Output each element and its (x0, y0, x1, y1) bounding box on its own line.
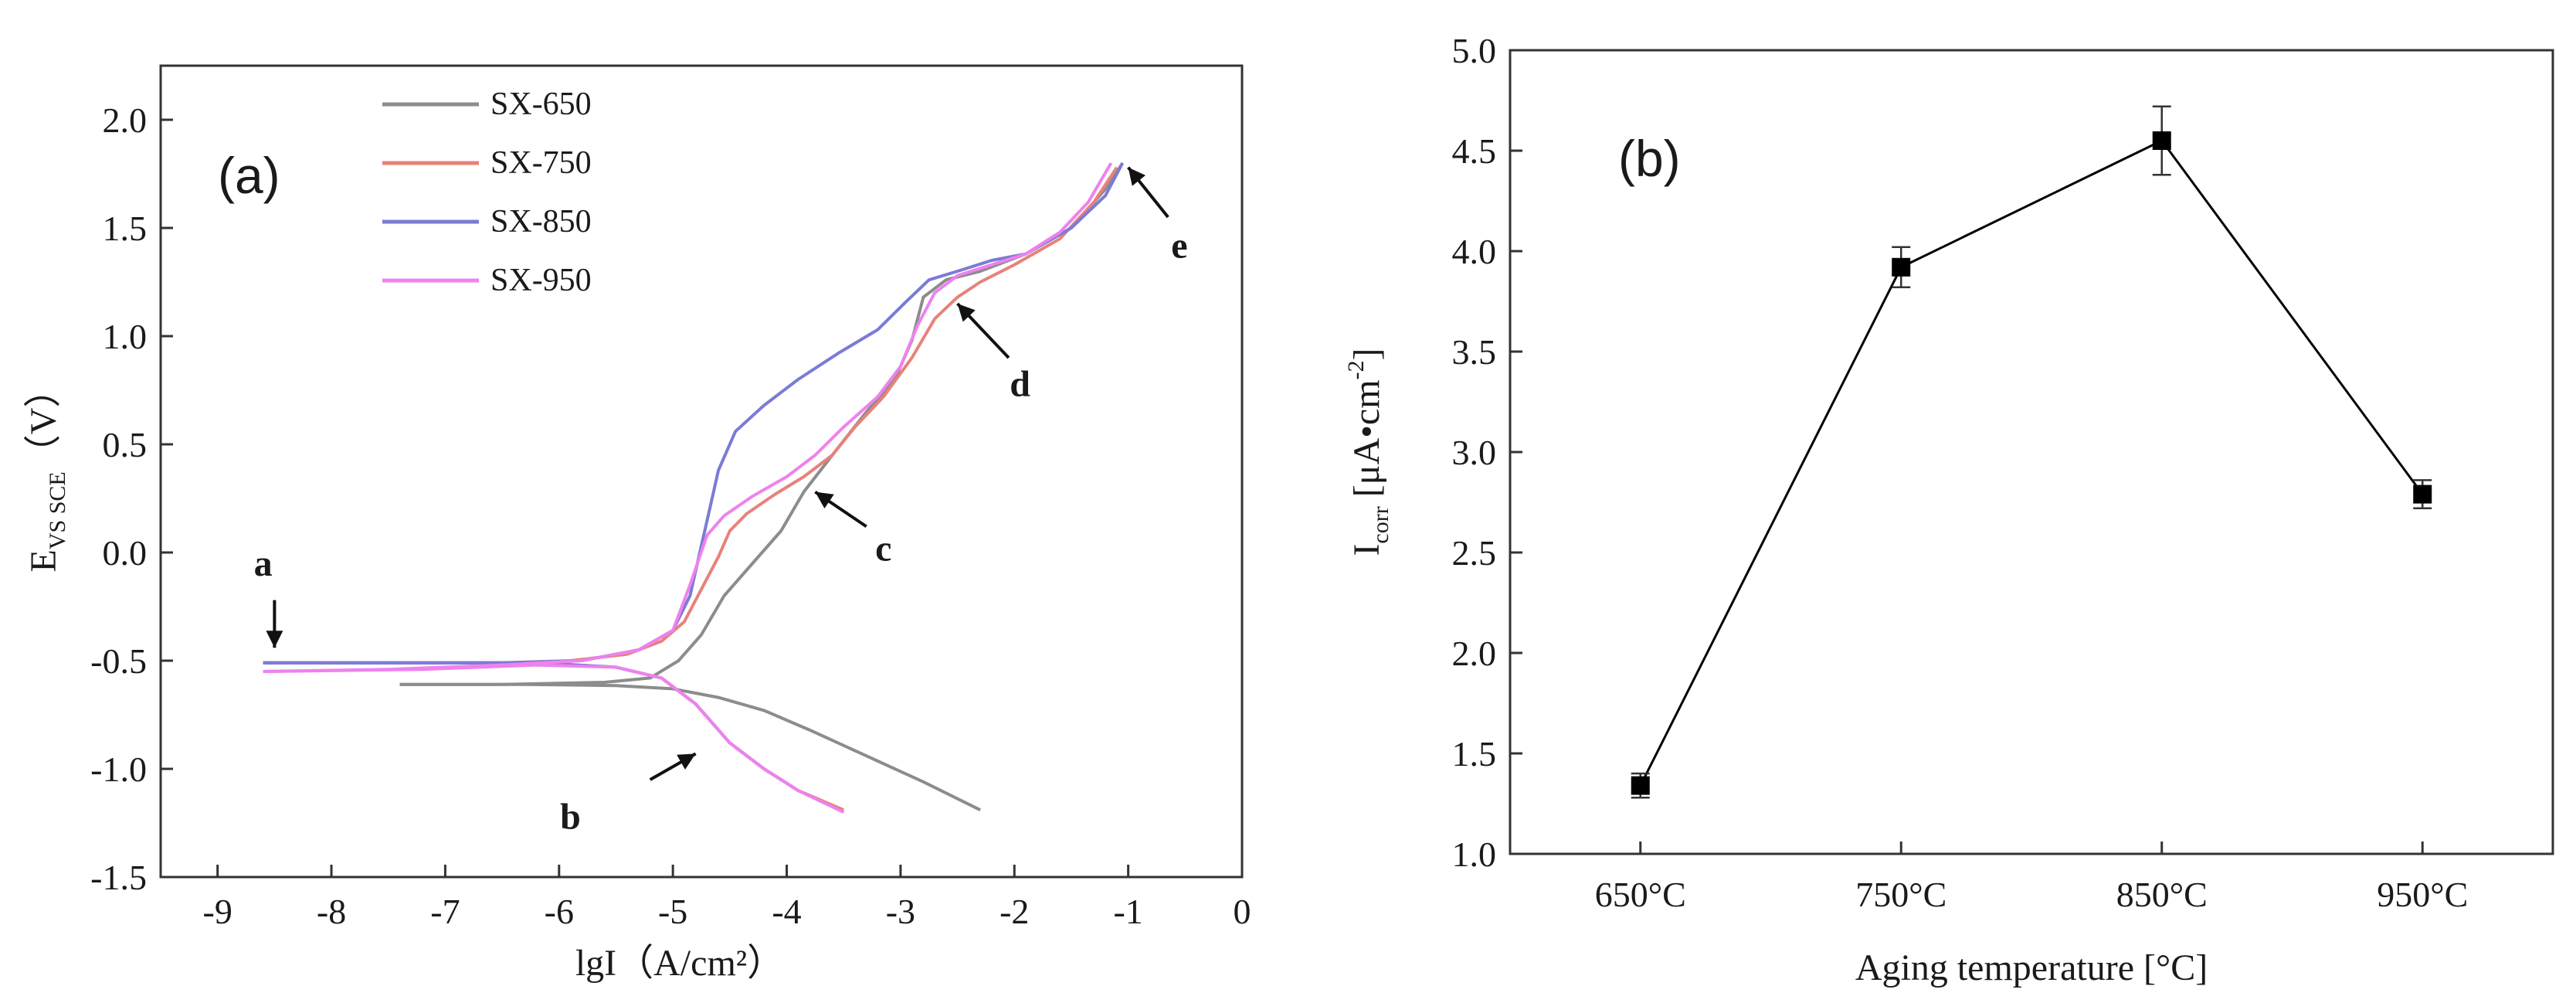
panel-b-x-axis-title: Aging temperature [°C] (1855, 947, 2208, 988)
annotation-arrowhead-e (1128, 167, 1145, 186)
annotation-label-c: c (875, 528, 891, 569)
legend-label-sx-850: SX-850 (490, 204, 592, 240)
data-point-750c (1892, 257, 1911, 277)
y-tick-label: 1.0 (1452, 835, 1497, 874)
y-tick-label: 5.0 (1452, 31, 1497, 70)
x-tick-label: -7 (430, 892, 460, 931)
y-tick-label: 4.5 (1452, 131, 1497, 171)
panel-a-y-title-unit: （V） (23, 371, 64, 472)
data-point-950c (2413, 484, 2432, 504)
legend-label-sx-750: SX-750 (490, 145, 592, 181)
y-tick-label: 0.0 (103, 533, 148, 573)
panel-b-label: (b) (1618, 130, 1681, 187)
y-tick-label: -1.5 (90, 858, 147, 897)
series-line-sx-850-anodic (263, 162, 1125, 665)
annotation-label-a: a (254, 543, 273, 584)
annotation-arrowhead-d (957, 304, 976, 322)
annotation-label-e: e (1171, 225, 1187, 266)
series-line-sx-950-anodic (263, 162, 1113, 673)
y-tick-label: 3.0 (1452, 433, 1497, 472)
y-tick-label: -0.5 (90, 641, 147, 681)
data-point-850c (2152, 131, 2171, 150)
y-tick-label: -1.0 (90, 750, 147, 789)
x-tick-label: -3 (886, 892, 915, 931)
annotation-arrowhead-b (677, 753, 696, 770)
x-tick-label: 0 (1234, 892, 1251, 931)
x-tick-label: 750°C (1855, 875, 1946, 914)
panel-a-y-title-sub: VS SCE (45, 471, 70, 549)
x-tick-label: -5 (658, 892, 687, 931)
x-tick-label: 850°C (2116, 875, 2208, 914)
panel-b-y-title-sup: -2 (1343, 360, 1369, 379)
y-tick-label: 1.0 (103, 317, 148, 356)
y-tick-label: 2.0 (1452, 634, 1497, 673)
y-tick-label: 2.0 (103, 100, 148, 140)
y-tick-label: 4.0 (1452, 232, 1497, 271)
panel-a-chart: -9 -8 -7 -6 -5 -4 -3 -2 -1 0 -1.5 -1.0 -0.5 0.0 0.5 1.0… (23, 64, 1251, 984)
x-tick-label: -8 (317, 892, 346, 931)
panel-b-y-title-sub: corr (1368, 506, 1393, 543)
x-tick-label: -6 (545, 892, 574, 931)
y-tick-label: 2.5 (1452, 533, 1497, 573)
panel-b-ticks: 1.0 1.5 2.0 2.5 3.0 3.5 4.0 4.5 5.0 650°C 750°C 850… (1452, 31, 2469, 914)
panel-b-y-axis-title: Icorr [μA•cm-2] (1343, 348, 1393, 556)
panel-a-y-title-main: E (23, 549, 64, 572)
panel-a-annotations: a b c d e (254, 166, 1188, 838)
panel-a-y-axis-title: EVS SCE（V） (23, 371, 70, 573)
series-line-sx-650-cathodic (399, 682, 981, 811)
x-tick-label: -4 (772, 892, 801, 931)
annotation-label-b: b (560, 797, 581, 838)
y-tick-label: 1.5 (1452, 734, 1497, 774)
series-line-sx-950-cathodic (263, 663, 845, 814)
panel-a-label: (a) (218, 147, 280, 204)
panel-a-legend: SX-650 SX-750 SX-850 SX-950 (382, 87, 592, 298)
x-tick-label: -1 (1113, 892, 1142, 931)
data-point-650c (1631, 776, 1650, 795)
y-tick-label: 0.5 (103, 425, 148, 464)
panel-a-series (263, 162, 1125, 814)
annotation-label-d: d (1010, 364, 1030, 405)
panel-b-series (1631, 105, 2432, 799)
x-tick-label: -2 (1000, 892, 1029, 931)
panel-b-y-title-main: I (1346, 544, 1387, 556)
panel-b-y-title-unit: [μA•cm (1346, 379, 1387, 506)
x-tick-label: -9 (203, 892, 232, 931)
y-tick-label: 1.5 (103, 209, 148, 248)
legend-label-sx-950: SX-950 (490, 263, 592, 298)
panel-a-ticks: -9 -8 -7 -6 -5 -4 -3 -2 -1 0 -1.5 -1.0 -0.5 0.0 0.5 1.0… (90, 100, 1251, 931)
series-line-sx-650-anodic (399, 162, 1124, 686)
x-tick-label: 950°C (2377, 875, 2468, 914)
annotation-arrowhead-c (815, 491, 834, 508)
panel-b-y-title-close: ] (1346, 348, 1387, 360)
annotation-arrowhead-a (266, 631, 283, 648)
panel-a-plot-frame (159, 64, 1244, 879)
panel-b-chart: 1.0 1.5 2.0 2.5 3.0 3.5 4.0 4.5 5.0 650°C 750°C 850… (1343, 31, 2554, 988)
y-tick-label: 3.5 (1452, 332, 1497, 372)
legend-label-sx-650: SX-650 (490, 87, 592, 122)
x-tick-label: 650°C (1595, 875, 1686, 914)
svg-text:EVS SCE（V）: EVS SCE（V） (23, 371, 70, 573)
panel-a-x-axis-title: lgI（A/cm²） (575, 943, 784, 984)
svg-text:Icorr [μA•cm-2]: Icorr [μA•cm-2] (1343, 348, 1393, 556)
series-line-icorr (1639, 139, 2424, 787)
